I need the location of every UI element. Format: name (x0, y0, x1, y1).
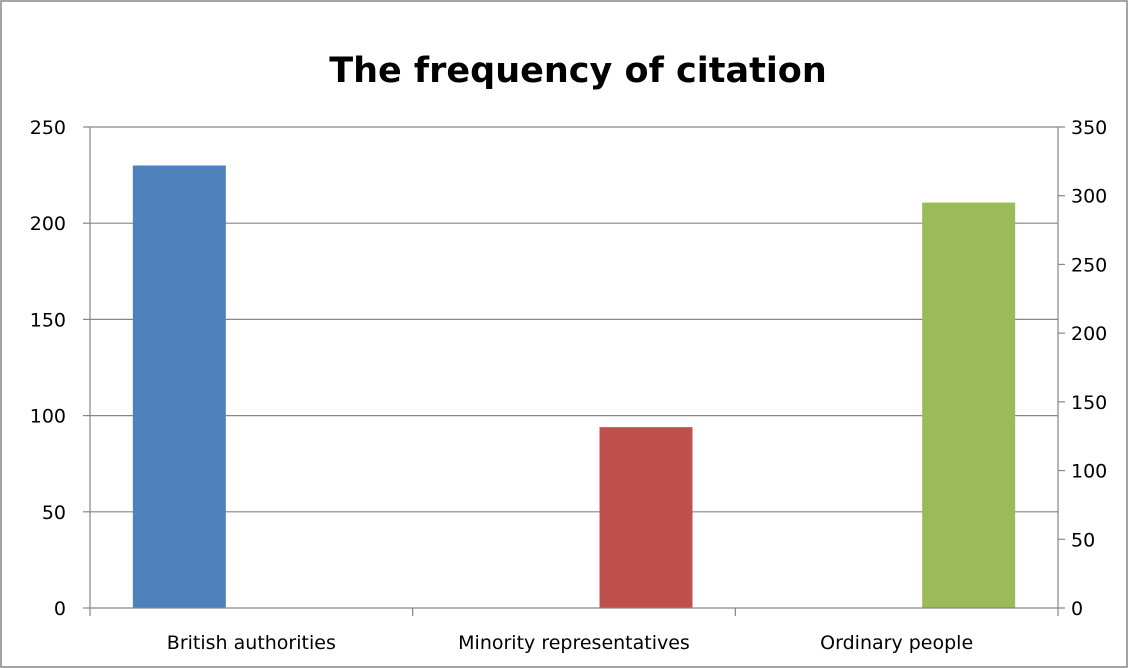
gridlines (90, 126, 1058, 513)
left-axis-tick-label: 150 (30, 309, 66, 331)
chart-title: The frequency of citation (329, 51, 827, 91)
right-axis-tick-label: 100 (1071, 461, 1107, 483)
bar-british-authorities (132, 165, 226, 609)
axes (83, 126, 1065, 616)
left-axis-tick-label: 250 (30, 117, 66, 139)
left-axis-tick-label: 100 (30, 406, 66, 428)
bar-minority-representatives (599, 427, 693, 608)
category-label: Ordinary people (820, 632, 973, 654)
right-axis-tick-label: 150 (1071, 392, 1107, 414)
right-axis-tick-label: 0 (1071, 598, 1083, 620)
right-axis-tick-label: 50 (1071, 529, 1095, 551)
category-labels: British authorities Minority representati… (167, 632, 973, 654)
left-axis-tick-label: 0 (54, 598, 66, 620)
category-label: British authorities (167, 632, 336, 654)
right-axis-tick-label: 350 (1071, 117, 1107, 139)
left-axis-tick-label: 200 (30, 213, 66, 235)
bars (132, 165, 1016, 609)
category-label: Minority representatives (458, 632, 690, 654)
right-axis-tick-label: 200 (1071, 323, 1107, 345)
left-axis-tick-label: 50 (42, 502, 66, 524)
right-axis-tick-label: 250 (1071, 254, 1107, 276)
right-axis-tick-label: 300 (1071, 186, 1107, 208)
right-axis-tick-labels: 0 50 100 150 200 250 300 350 (1071, 117, 1107, 620)
bar-ordinary-people (922, 202, 1016, 609)
left-axis-tick-labels: 0 50 100 150 200 250 (30, 117, 66, 620)
